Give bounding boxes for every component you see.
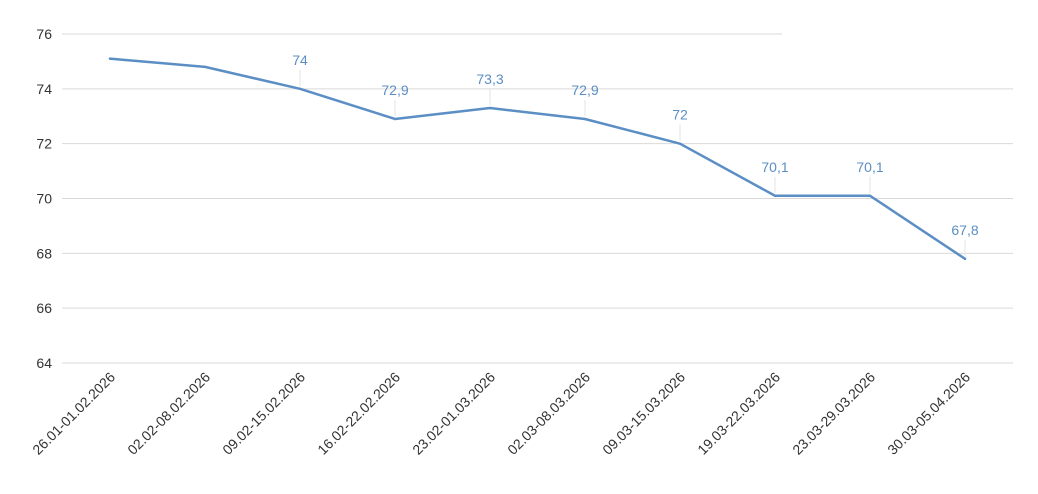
data-point <box>298 87 302 91</box>
x-tick-label: 30.03-05.04.2026 <box>884 369 973 458</box>
x-tick-label: 09.03-15.03.2026 <box>599 369 688 458</box>
y-tick-label: 64 <box>36 355 52 371</box>
data-point <box>488 106 492 110</box>
grid-lines <box>62 33 1013 364</box>
y-axis-ticks: 64 66 68 70 72 74 76 <box>36 26 52 371</box>
data-label: 72,9 <box>381 82 408 98</box>
x-tick-label: 19.03-22.03.2026 <box>694 369 783 458</box>
data-point <box>773 194 777 197</box>
x-tick-label: 26.01-01.02.2026 <box>29 369 118 458</box>
y-tick-label: 66 <box>36 300 52 316</box>
data-label: 67,8 <box>951 222 978 238</box>
data-point <box>678 142 682 145</box>
series-line <box>108 57 967 261</box>
y-tick-label: 76 <box>36 26 52 42</box>
data-label: 74 <box>292 52 308 68</box>
data-point <box>963 257 967 261</box>
data-label: 70,1 <box>761 159 788 175</box>
y-tick-label: 74 <box>36 81 52 97</box>
data-labels: 74 72,9 73,3 72,9 72 70,1 70,1 67,8 <box>292 52 979 238</box>
x-tick-label: 02.03-08.03.2026 <box>504 369 593 458</box>
data-point <box>108 57 112 60</box>
data-label: 73,3 <box>476 71 503 87</box>
data-label: 70,1 <box>856 159 883 175</box>
y-tick-label: 72 <box>36 136 52 152</box>
x-tick-label: 02.02-08.02.2026 <box>124 369 213 458</box>
data-point <box>583 117 587 121</box>
data-label-leaders <box>299 69 966 256</box>
data-point <box>393 117 397 121</box>
x-axis-ticks: 26.01-01.02.2026 02.02-08.02.2026 09.02-15… <box>29 369 973 458</box>
data-label: 72 <box>672 107 688 123</box>
x-tick-label: 09.02-15.02.2026 <box>219 369 308 458</box>
x-tick-label: 23.02-01.03.2026 <box>409 369 498 458</box>
data-point <box>203 65 207 69</box>
x-tick-label: 16.02-22.02.2026 <box>314 369 403 458</box>
series-layer <box>108 57 967 261</box>
x-tick-label: 23.03-29.03.2026 <box>789 369 878 458</box>
y-tick-label: 68 <box>36 245 52 261</box>
data-point <box>868 194 872 197</box>
y-tick-label: 70 <box>36 191 52 207</box>
data-label: 72,9 <box>571 82 598 98</box>
